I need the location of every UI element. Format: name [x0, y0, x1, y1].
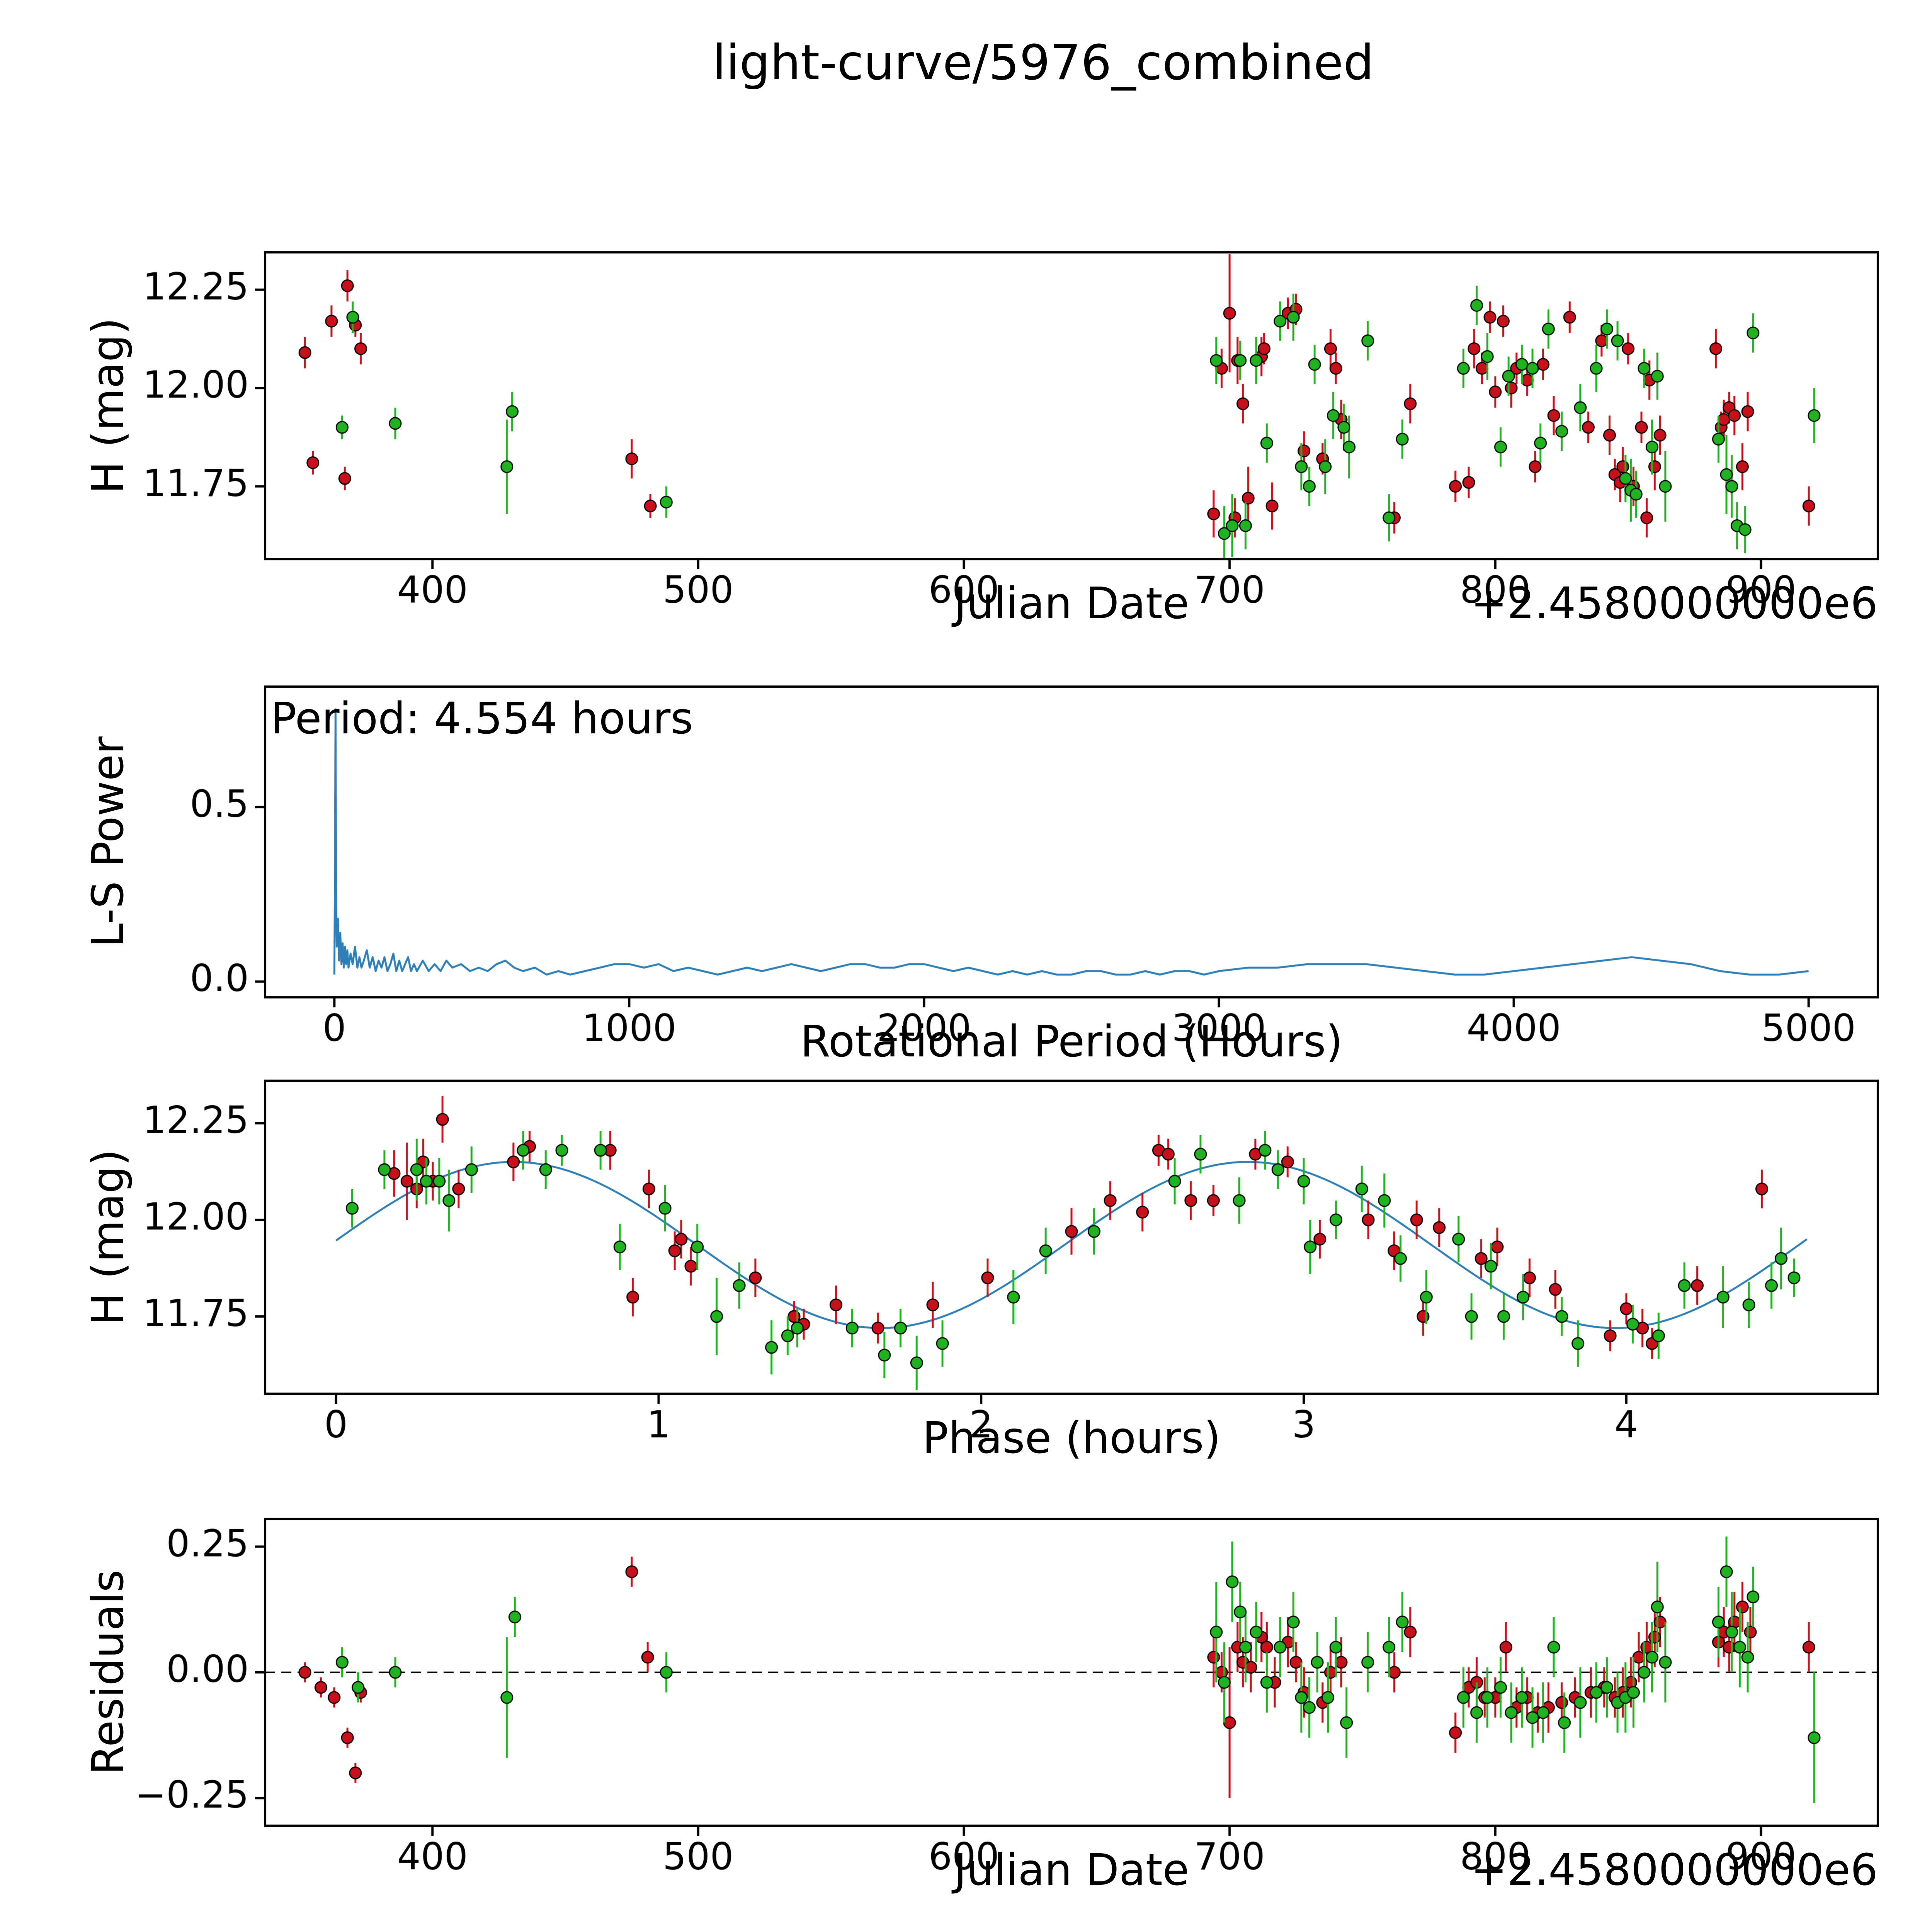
- period-annotation: Period: 4.554 hours: [270, 694, 693, 744]
- panel4-xlabel: Julian Date: [954, 1845, 1189, 1895]
- panel3-xlabel: Phase (hours): [922, 1413, 1221, 1463]
- panel4-ylabel: Residuals: [83, 1570, 133, 1775]
- panel3-ylabel: H (mag): [83, 1149, 133, 1326]
- panel1-x-offset-label: +2.4580000000e6: [1471, 578, 1878, 629]
- panel4-x-offset-label: +2.4580000000e6: [1471, 1845, 1878, 1895]
- panel2-ylabel: L-S Power: [83, 736, 133, 948]
- panel1-xlabel: Julian Date: [954, 578, 1189, 629]
- panel2-xlabel: Rotational Period (Hours): [800, 1017, 1343, 1067]
- figure-title: light-curve/5976_combined: [713, 35, 1374, 91]
- panel1-ylabel: H (mag): [83, 317, 133, 494]
